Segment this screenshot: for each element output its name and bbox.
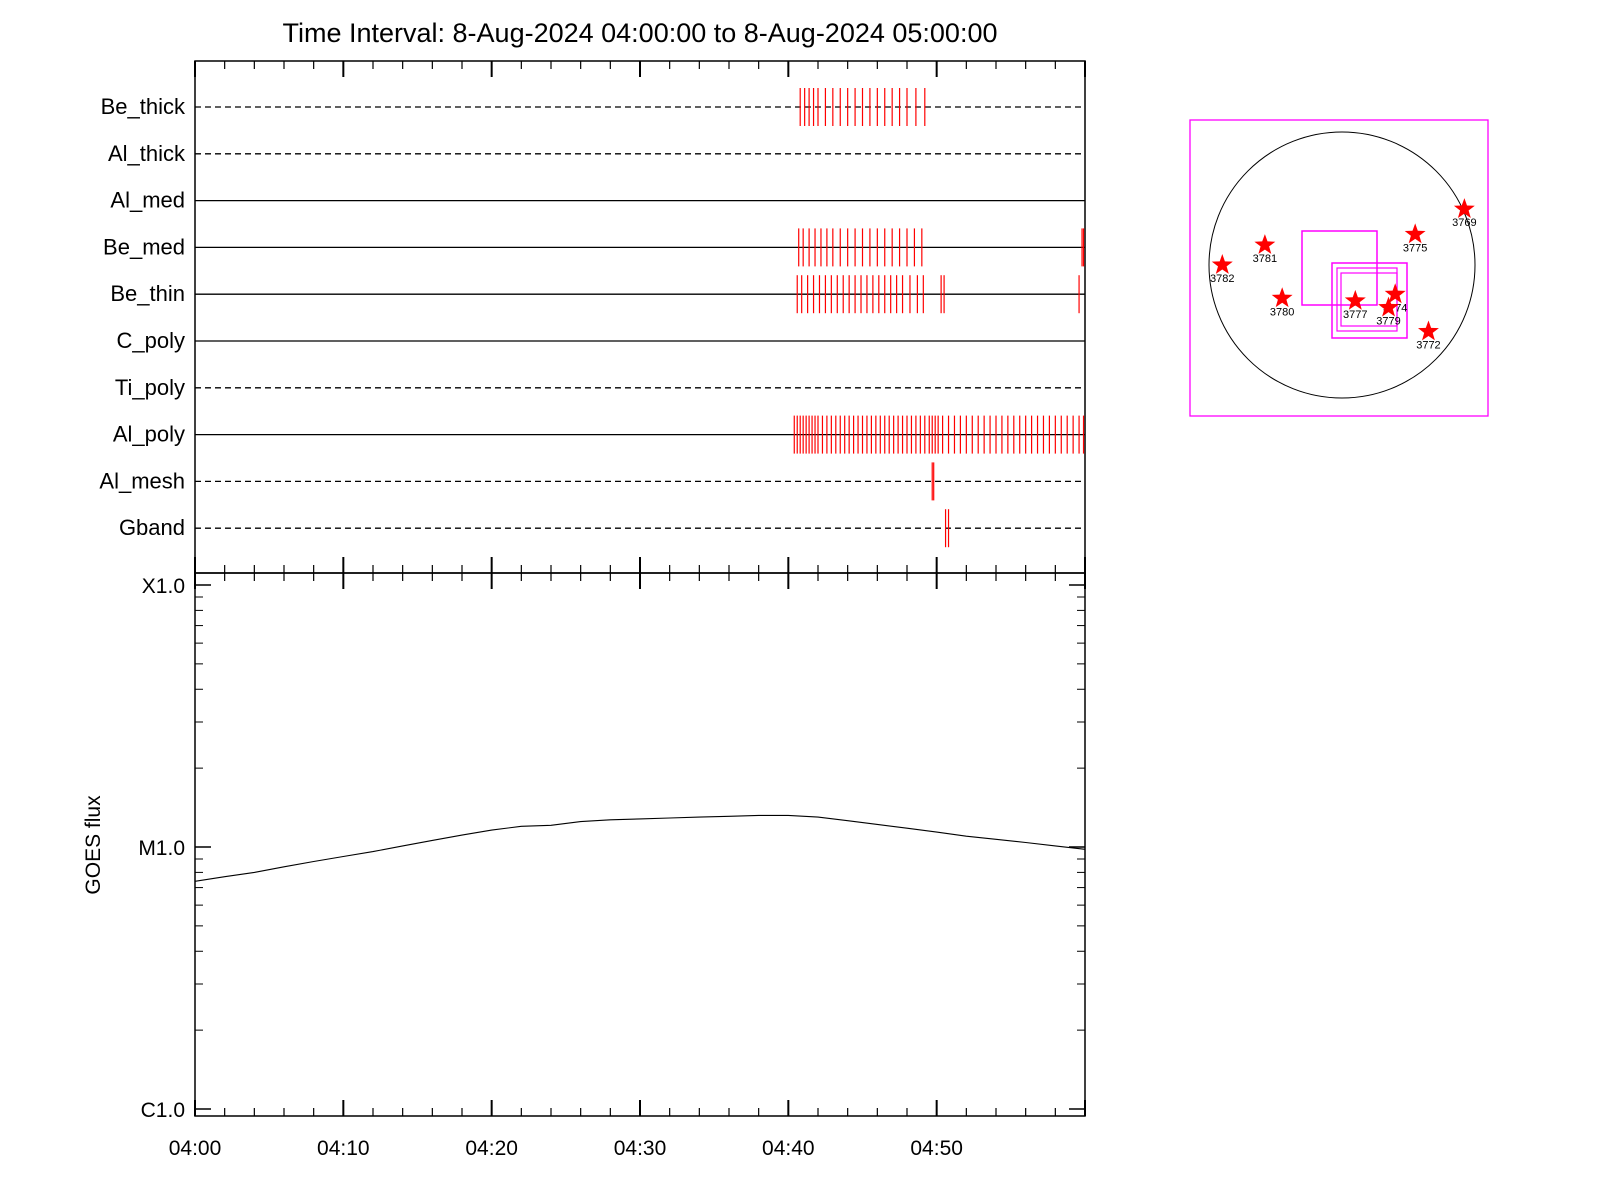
fov-box xyxy=(1331,262,1408,339)
region-star-icon xyxy=(1453,198,1475,218)
goes-x-ticks: 04:00 04:10 04:20 04:30 04:40 04:50 xyxy=(169,1137,963,1160)
channel-label: Gband xyxy=(119,515,185,540)
chart-title: Time Interval: 8-Aug-2024 04:00:00 to 8-… xyxy=(283,18,998,48)
region-star-icon xyxy=(1211,254,1233,274)
timeline-panel-frame xyxy=(194,60,1086,574)
x-tick-label: 04:20 xyxy=(465,1137,518,1160)
x-tick-label: 04:10 xyxy=(317,1137,370,1160)
y-tick-label: M1.0 xyxy=(138,837,185,860)
channel-label: Al_mesh xyxy=(99,468,185,493)
region-star-icon xyxy=(1254,234,1276,254)
goes-flux-line xyxy=(194,814,1086,882)
y-tick-label: C1.0 xyxy=(141,1099,185,1122)
y-tick-label: X1.0 xyxy=(142,575,185,598)
goes-panel-ticks xyxy=(194,573,1086,1116)
channel-label: Be_thick xyxy=(101,94,186,119)
channel-label: Al_poly xyxy=(113,422,185,447)
region-star-icon xyxy=(1271,287,1293,308)
channel-label: C_poly xyxy=(117,328,185,353)
x-tick-label: 04:40 xyxy=(762,1137,815,1160)
x-tick-label: 04:30 xyxy=(614,1137,667,1160)
region-star-icon xyxy=(1378,296,1399,317)
region-star-icon xyxy=(1384,283,1406,304)
timeline-channels: Be_thick Al_thick Al_med Be_med Be_thin C_pol… xyxy=(99,88,1085,548)
region-star-icon xyxy=(1418,320,1439,341)
solar-disk xyxy=(1208,131,1476,399)
region-label: 3780 xyxy=(1270,306,1294,318)
region-label: 3781 xyxy=(1253,253,1277,265)
channel-label: Ti_poly xyxy=(115,375,185,400)
region-label: 3782 xyxy=(1210,273,1234,285)
region-label: 3775 xyxy=(1403,242,1427,254)
region-label: 3769 xyxy=(1452,217,1476,229)
channel-label: Al_thick xyxy=(108,141,186,166)
region-label: 3777 xyxy=(1343,309,1367,321)
channel-label: Be_thin xyxy=(110,281,185,306)
channel-label: Be_med xyxy=(103,234,185,259)
region-label: 3772 xyxy=(1416,340,1440,352)
x-tick-label: 04:50 xyxy=(910,1137,963,1160)
timeline-panel-ticks xyxy=(194,61,1086,573)
channel-label: Al_med xyxy=(110,188,185,213)
region-star-icon xyxy=(1404,223,1426,244)
goes-y-ticks: X1.0 M1.0 C1.0 xyxy=(138,575,1085,1122)
x-tick-label: 04:00 xyxy=(169,1137,222,1160)
y-axis-label: GOES flux xyxy=(82,795,105,895)
sun-map-frame xyxy=(1189,119,1489,417)
goes-panel-frame xyxy=(194,572,1086,1117)
region-star-icon xyxy=(1344,289,1366,310)
region-label: 3779 xyxy=(1376,316,1400,328)
